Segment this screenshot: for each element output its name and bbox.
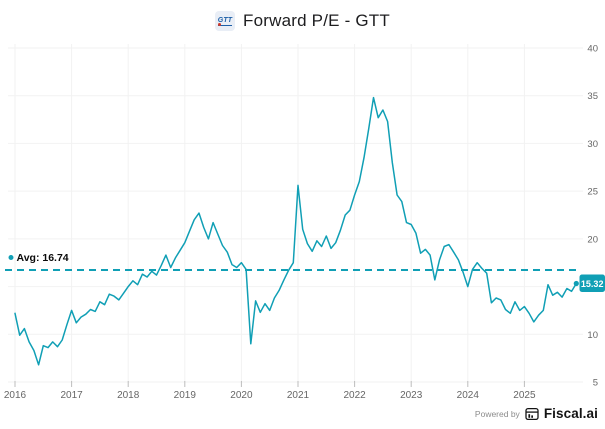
y-axis-tick-label: 5 [593, 378, 598, 389]
y-axis-tick-label: 40 [587, 44, 598, 55]
x-axis-tick-label: 2025 [513, 390, 536, 400]
x-axis-tick-label: 2019 [174, 390, 197, 400]
x-axis-tick-label: 2020 [230, 390, 253, 400]
y-axis-tick-label: 25 [587, 187, 598, 198]
x-axis-tick-label: 2018 [117, 390, 140, 400]
x-axis-tick-label: 2021 [287, 390, 310, 400]
y-axis-tick-label: 20 [587, 234, 598, 245]
x-axis-tick-label: 2017 [60, 390, 83, 400]
x-axis-tick-label: 2016 [4, 390, 27, 400]
x-axis-tick-label: 2022 [343, 390, 366, 400]
gtt-logo-icon: GTT [215, 11, 235, 31]
gtt-logo-text: GTT [217, 16, 233, 26]
forward-pe-series-line [14, 96, 578, 366]
y-axis-tick-label: 10 [587, 330, 598, 341]
x-axis-tick-label: 2024 [457, 390, 480, 400]
forward-pe-line-chart: 2016 2017 2018 2019 2020 2021 2022 2023 2024 2025… [4, 44, 605, 400]
last-value-badge [579, 274, 605, 292]
last-point-dot [573, 280, 579, 287]
chart-title: Forward P/E - GTT [243, 11, 390, 30]
last-value-badge-label: 15.32 [581, 279, 604, 289]
powered-by-footer: Powered by Fiscal.ai [475, 406, 598, 421]
fiscal-logo-icon [525, 407, 539, 421]
powered-by-label: Powered by [474, 408, 520, 419]
x-axis-tick-label: 2023 [400, 390, 423, 400]
chart-header: GTT Forward P/E - GTT [0, 11, 605, 31]
gtt-logo-red-dot [218, 23, 221, 26]
fiscal-brand-link[interactable]: Fiscal.ai [543, 406, 598, 421]
y-axis-tick-label: 35 [587, 91, 598, 102]
average-label: Avg: 16.74 [17, 252, 69, 264]
y-axis-tick-label: 30 [587, 139, 598, 150]
average-label-dot [8, 255, 14, 260]
